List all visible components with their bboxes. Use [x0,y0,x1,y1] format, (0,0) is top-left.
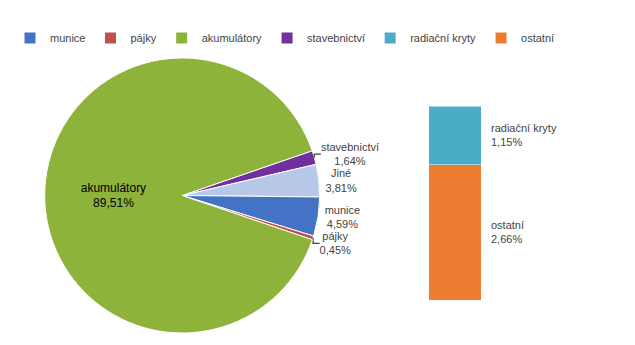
svg-text:radiační kryty: radiační kryty [410,32,476,44]
svg-text:ostatní: ostatní [521,32,554,44]
svg-text:ostatní2,66%: ostatní2,66% [491,219,524,245]
svg-text:Jiné3,81%: Jiné3,81% [325,167,356,193]
svg-text:radiační kryty1,15%: radiační kryty1,15% [491,122,557,148]
svg-text:munice4,59%: munice4,59% [325,204,360,230]
svg-text:munice: munice [50,32,85,44]
svg-text:pájky0,45%: pájky0,45% [320,230,351,256]
svg-text:stavebnictví: stavebnictví [307,32,365,44]
svg-text:akumulátory89,51%: akumulátory89,51% [81,181,146,211]
svg-text:akumulátory: akumulátory [202,32,262,44]
svg-text:stavebnictví1,64%: stavebnictví1,64% [321,141,379,167]
svg-text:pájky: pájky [130,32,156,44]
